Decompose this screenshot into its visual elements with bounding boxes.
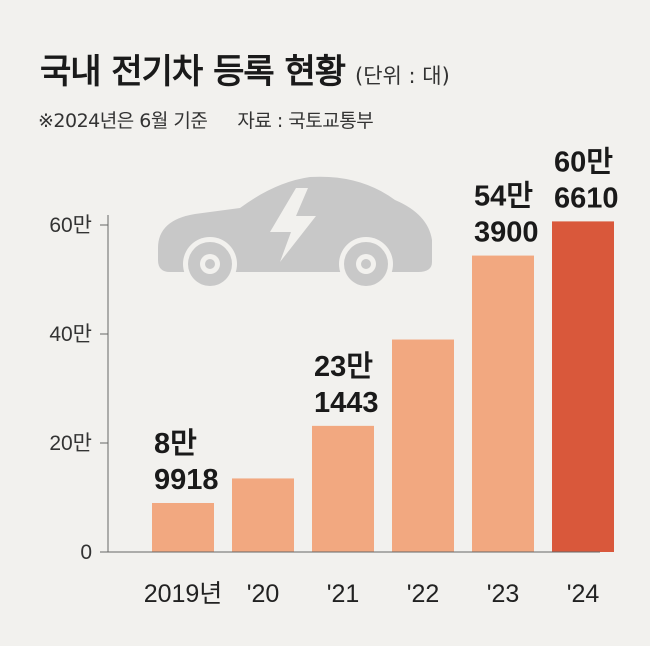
y-ticks: 0 20만 40만 60만 [49, 214, 108, 564]
x-tick-label: '20 [247, 580, 280, 608]
chart-notes: ※2024년은 6월 기준 자료 : 국토교통부 [38, 106, 374, 133]
data-label-line2: 6610 [554, 182, 619, 214]
x-tick-label: '22 [407, 580, 440, 608]
data-label-line1: 8만 [154, 427, 197, 460]
unit-label: (단위 : 대) [355, 64, 450, 88]
data-label-line2: 1443 [314, 387, 379, 419]
footnote: ※2024년은 6월 기준 [38, 110, 208, 132]
x-tick-label: '23 [487, 580, 520, 608]
y-tick-label: 0 [80, 541, 92, 564]
data-label-line1: 23만 [314, 350, 373, 383]
data-label-line2: 3900 [474, 217, 539, 249]
x-tick-label: '24 [567, 580, 600, 608]
data-labels: 8만 9918 23만 1443 54만 3900 60만 6610 [154, 145, 619, 496]
bar [472, 255, 534, 552]
data-label-line1: 54만 [474, 180, 533, 213]
x-ticks: 2019년 '20 '21 '22 '23 '24 [108, 551, 600, 608]
y-tick-label: 20만 [49, 432, 92, 455]
y-tick-label: 40만 [49, 323, 92, 346]
bar [152, 502, 214, 552]
data-label-line2: 9918 [154, 464, 219, 496]
chart-title: 국내 전기차 등록 현황 [40, 52, 346, 92]
bar [232, 478, 294, 552]
electric-car-icon [158, 176, 432, 291]
data-label-line1: 60만 [554, 145, 613, 178]
y-tick-label: 60만 [49, 214, 92, 237]
chart-header: 국내 전기차 등록 현황 (단위 : 대) [40, 44, 450, 93]
bar [312, 425, 374, 552]
x-tick-label: '21 [327, 580, 360, 608]
x-tick-label: 2019년 [144, 580, 223, 608]
bar [552, 221, 614, 552]
bars [152, 221, 614, 552]
bar [392, 339, 454, 552]
source-label: 자료 : 국토교통부 [237, 110, 374, 132]
